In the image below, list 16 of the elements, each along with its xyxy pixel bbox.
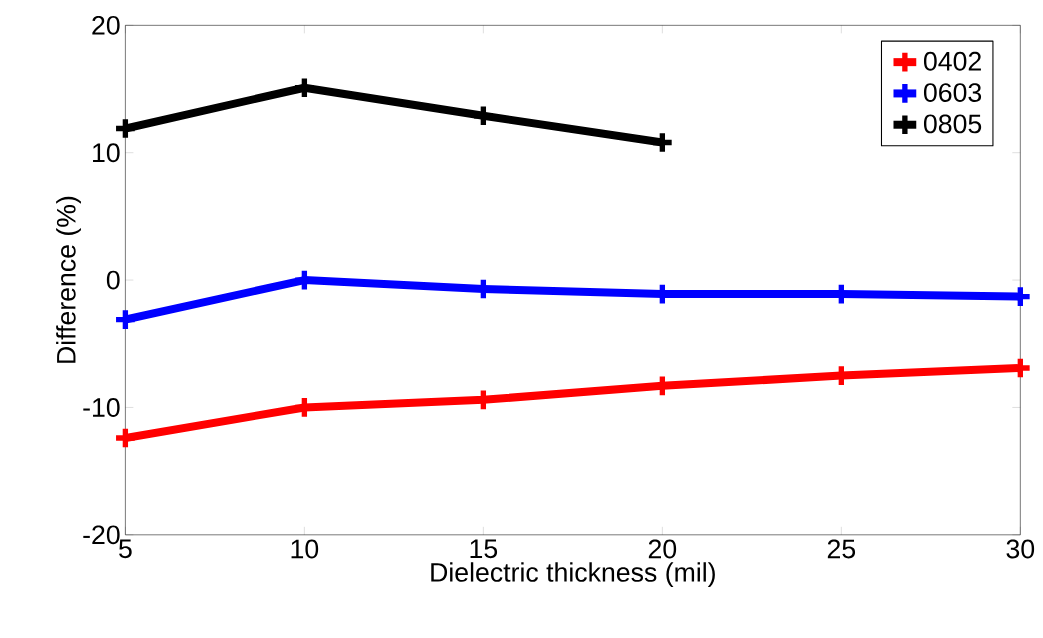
y-tick-label: 10 <box>93 143 120 163</box>
x-tick-label: 15 <box>470 539 498 559</box>
x-tick-label: 25 <box>827 539 856 559</box>
y-tick-label: -10 <box>83 398 120 418</box>
x-tick-label: 10 <box>291 539 319 559</box>
x-tick-label: 5 <box>119 539 132 559</box>
legend-label: 0805 <box>923 114 982 134</box>
x-tick-label: 20 <box>648 539 677 559</box>
x-tick-label: 30 <box>1006 539 1035 559</box>
legend-label: 0402 <box>923 52 981 71</box>
x-axis-title: Dielectric thickness (mil) <box>431 562 715 588</box>
legend-label: 0603 <box>923 83 982 103</box>
y-tick-label: -20 <box>83 525 120 545</box>
y-tick-label: 20 <box>92 16 120 35</box>
y-tick-label: 0 <box>106 270 120 290</box>
y-axis-title: Difference (%) <box>56 197 81 364</box>
